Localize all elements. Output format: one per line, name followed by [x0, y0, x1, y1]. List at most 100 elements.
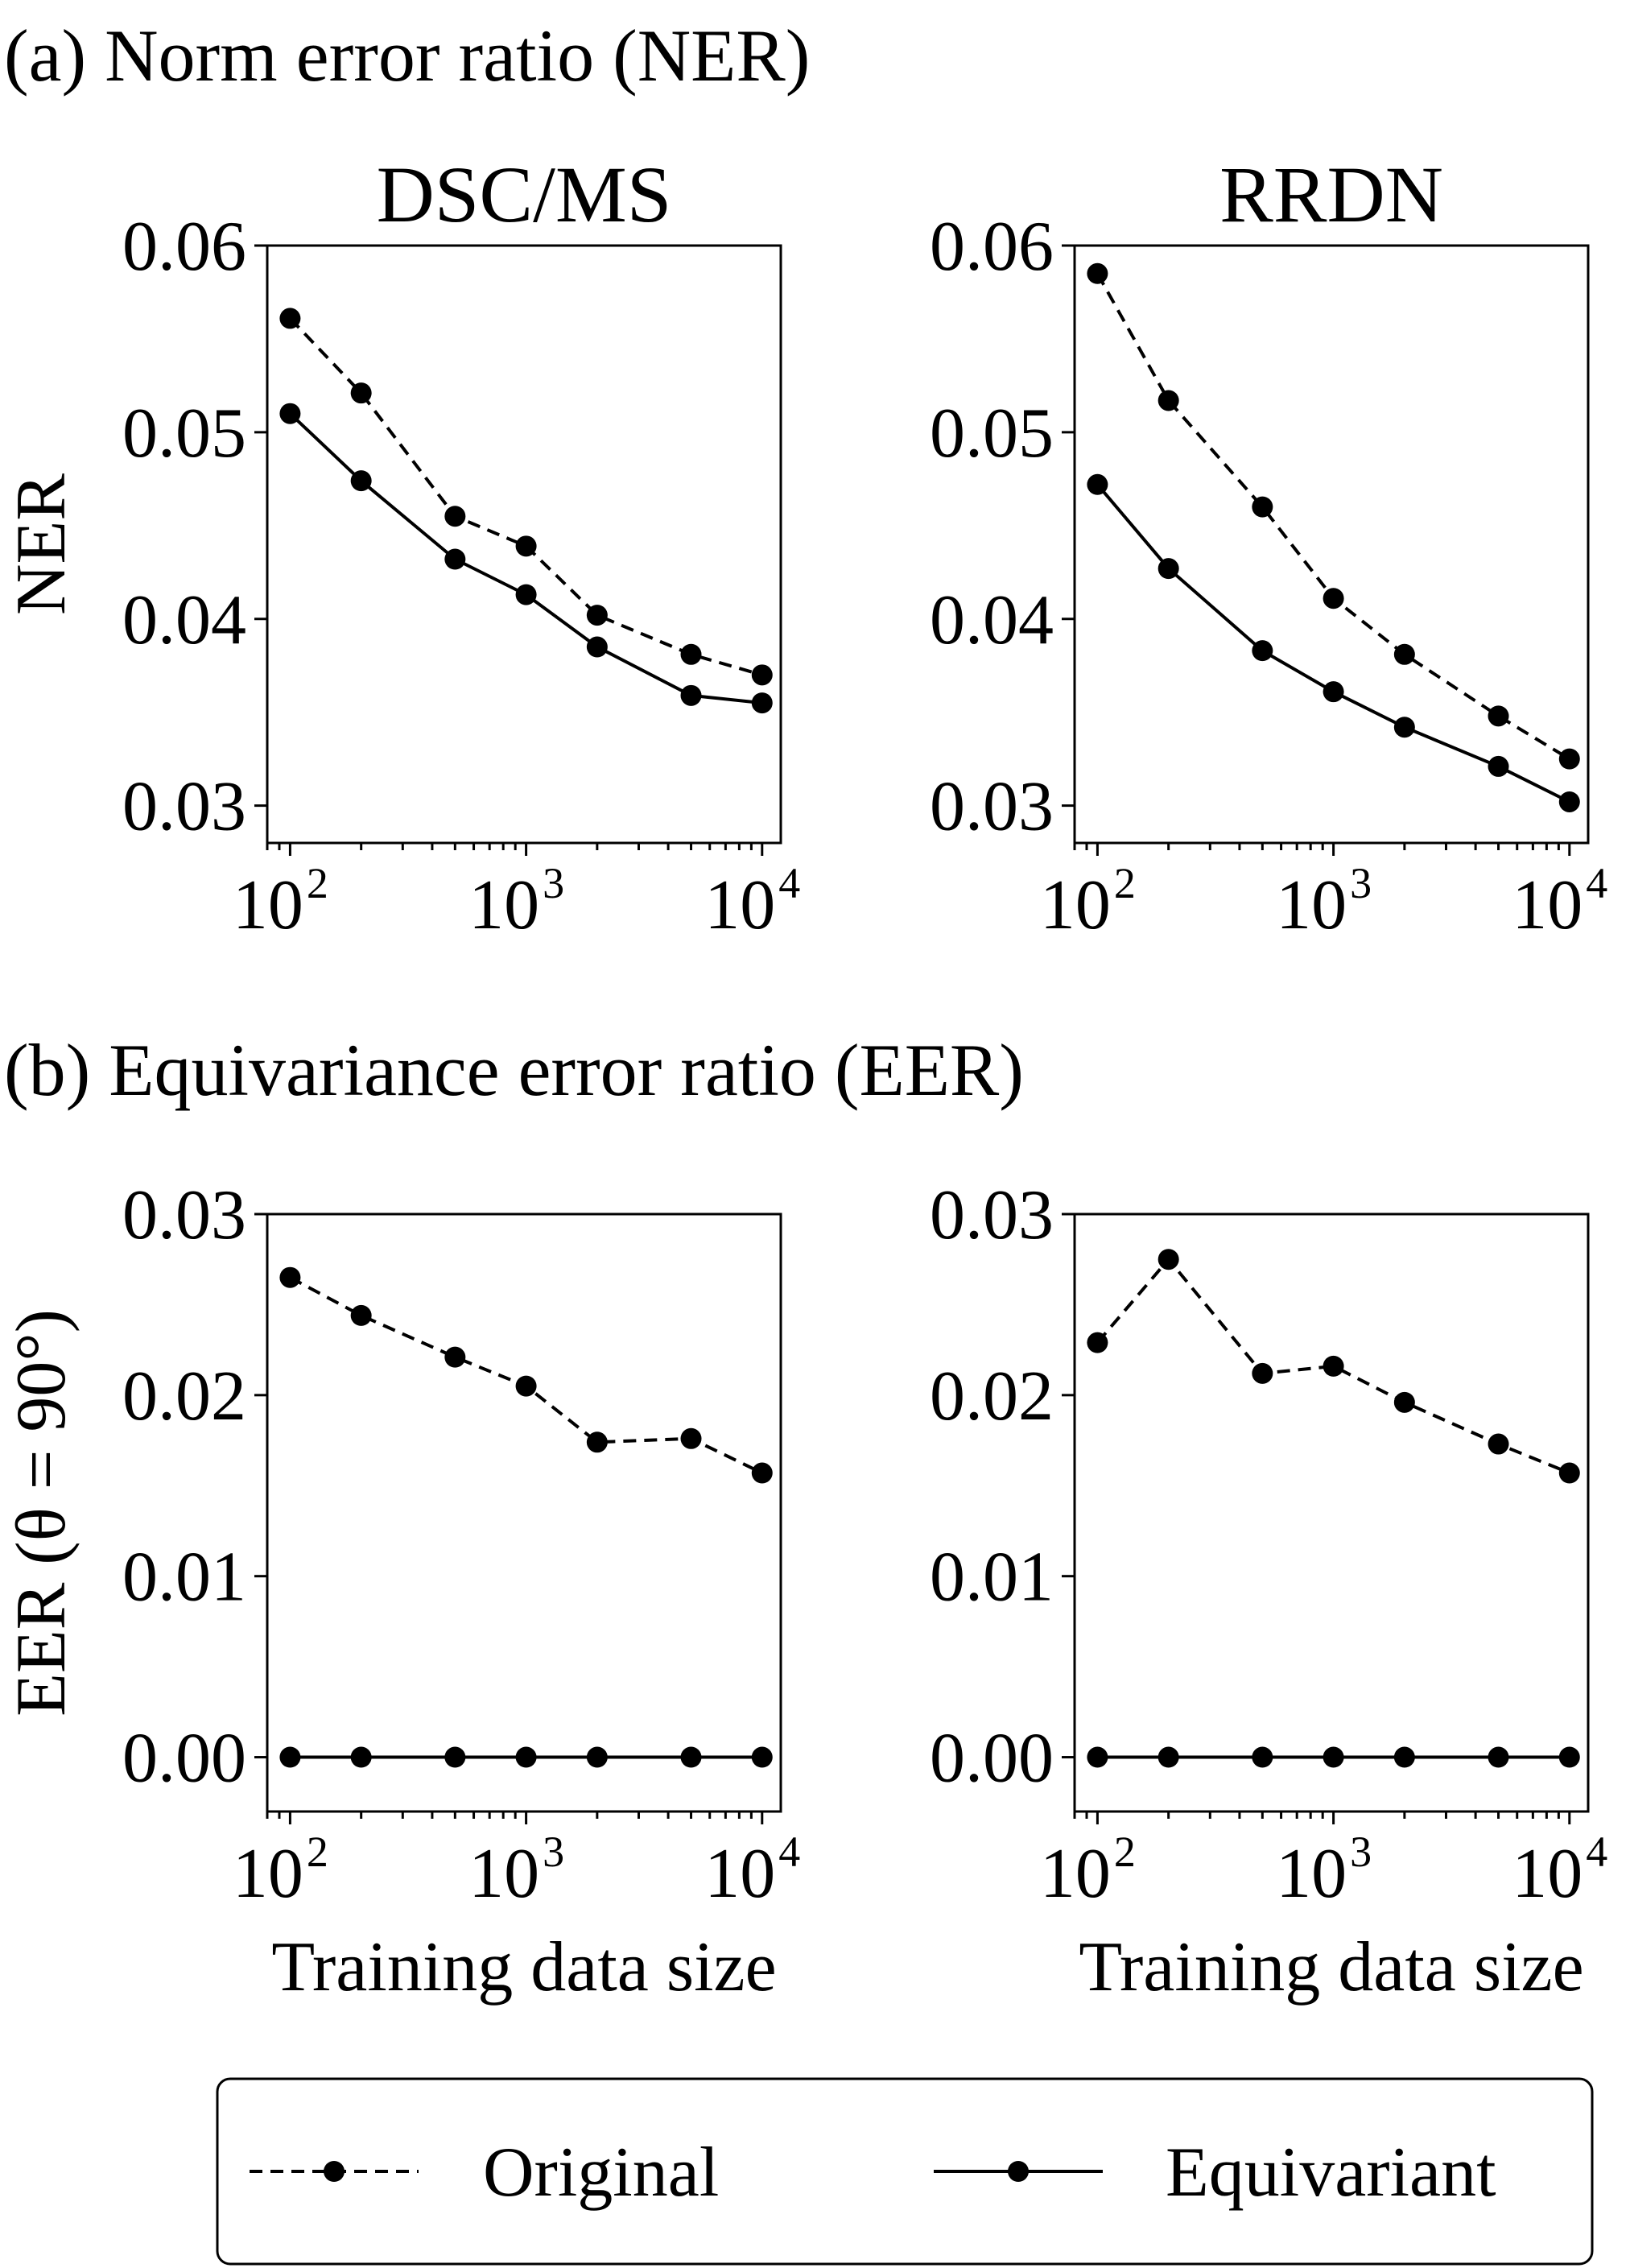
data-point-equivariant — [350, 1746, 372, 1768]
panel-title: RRDN — [1219, 150, 1443, 239]
y-axis-label: NER — [2, 473, 80, 615]
data-point-equivariant — [1252, 1746, 1273, 1768]
y-tick-label: 0.03 — [122, 1176, 246, 1254]
data-point-original — [1087, 262, 1108, 284]
y-tick-label: 0.02 — [930, 1357, 1054, 1436]
data-point-equivariant — [680, 1746, 702, 1768]
x-tick-label: 102 — [1040, 859, 1136, 944]
legend-equivariant-label: Equivariant — [1166, 2134, 1496, 2212]
data-point-original — [1087, 1332, 1108, 1353]
data-point-equivariant — [350, 470, 372, 492]
legend-original-label: Original — [483, 2134, 719, 2212]
legend-original-marker — [324, 2161, 345, 2182]
data-point-original — [1158, 390, 1179, 411]
data-point-equivariant — [751, 692, 773, 714]
data-point-equivariant — [1488, 755, 1509, 777]
data-point-original — [1393, 643, 1415, 665]
data-point-original — [751, 664, 773, 686]
plot-frame — [266, 244, 782, 845]
x-tick-label: 104 — [704, 1828, 800, 1913]
data-point-original — [444, 1346, 466, 1368]
data-point-original — [1393, 1391, 1415, 1413]
data-point-equivariant — [1488, 1746, 1509, 1768]
section-title-b: (b) Equivariance error ratio (EER) — [4, 1029, 1024, 1111]
panel-dsc-ms-ner: DSC/MS 0.03 0.04 0.05 0.06 102 103 104 NER — [2, 150, 800, 944]
data-point-equivariant — [515, 1746, 537, 1768]
panel-rrdn-eer: 0.00 0.01 0.02 0.03 102 103 104 Training data s… — [930, 1176, 1607, 2006]
panel-rrdn-ner: RRDN 0.03 0.04 0.05 0.06 102 103 104 — [930, 150, 1607, 944]
plot-frame — [1073, 1212, 1590, 1813]
legend-frame — [216, 2077, 1594, 2266]
y-tick-label: 0.01 — [930, 1539, 1054, 1617]
x-tick-label: 103 — [468, 859, 564, 944]
data-point-equivariant — [1087, 473, 1108, 495]
series-line-original — [288, 317, 763, 677]
x-tick-label: 102 — [233, 859, 328, 944]
data-point-original — [586, 605, 608, 626]
data-point-equivariant — [1558, 791, 1580, 812]
x-tick-label: 104 — [1512, 859, 1607, 944]
data-point-equivariant — [1393, 1746, 1415, 1768]
data-point-original — [279, 1266, 301, 1288]
x-tick-label: 102 — [1040, 1828, 1136, 1913]
data-point-equivariant — [1158, 1746, 1179, 1768]
data-point-equivariant — [515, 584, 537, 605]
y-tick-label: 0.04 — [930, 581, 1054, 659]
panel-title: DSC/MS — [377, 150, 672, 239]
y-tick-label: 0.03 — [930, 1176, 1054, 1254]
y-tick-label: 0.00 — [930, 1720, 1054, 1798]
data-point-equivariant — [1252, 640, 1273, 662]
data-point-equivariant — [444, 1746, 466, 1768]
x-axis-label: Training data size — [271, 1928, 776, 2006]
data-point-original — [586, 1431, 608, 1453]
data-point-original — [444, 506, 466, 527]
panel-dsc-ms-eer: 0.00 0.01 0.02 0.03 102 103 104 Training data s… — [2, 1176, 800, 2006]
data-point-original — [680, 643, 702, 665]
data-point-original — [1488, 1433, 1509, 1455]
data-point-original — [1558, 1462, 1580, 1484]
y-tick-label: 0.06 — [930, 208, 1054, 286]
data-point-original — [1252, 496, 1273, 518]
data-point-equivariant — [1558, 1746, 1580, 1768]
data-point-equivariant — [751, 1746, 773, 1768]
data-point-equivariant — [279, 403, 301, 424]
data-point-equivariant — [1158, 558, 1179, 580]
data-point-original — [1252, 1362, 1273, 1384]
legend: Original Equivariant — [216, 2077, 1594, 2266]
y-tick-label: 0.05 — [930, 395, 1054, 473]
data-point-equivariant — [279, 1746, 301, 1768]
y-tick-label: 0.01 — [122, 1539, 246, 1617]
y-tick-label: 0.03 — [930, 768, 1054, 846]
x-tick-label: 102 — [233, 1828, 328, 1913]
section-title-a: (a) Norm error ratio (NER) — [4, 14, 810, 97]
x-tick-label: 103 — [1276, 1828, 1372, 1913]
data-point-original — [1158, 1249, 1179, 1270]
data-point-original — [1323, 1355, 1344, 1377]
y-tick-label: 0.02 — [122, 1357, 246, 1436]
y-tick-label: 0.06 — [122, 208, 246, 286]
data-point-original — [350, 1304, 372, 1326]
data-point-original — [279, 308, 301, 329]
data-point-equivariant — [680, 684, 702, 706]
data-point-original — [515, 535, 537, 557]
x-tick-label: 104 — [704, 859, 800, 944]
y-tick-label: 0.03 — [122, 768, 246, 846]
y-axis-label: EER (θ = 90°) — [2, 1309, 80, 1716]
x-axis-label: Training data size — [1079, 1928, 1583, 2006]
data-point-equivariant — [1087, 1746, 1108, 1768]
plot-frame — [266, 1212, 782, 1813]
data-point-equivariant — [1323, 681, 1344, 703]
y-tick-label: 0.04 — [122, 581, 246, 659]
x-tick-label: 104 — [1512, 1828, 1607, 1913]
data-point-original — [680, 1427, 702, 1449]
data-point-equivariant — [1393, 717, 1415, 738]
data-point-original — [1558, 748, 1580, 770]
data-point-equivariant — [1323, 1746, 1344, 1768]
data-point-original — [751, 1462, 773, 1484]
data-point-equivariant — [444, 548, 466, 570]
legend-equivariant-marker — [1008, 2161, 1029, 2182]
data-point-original — [1323, 588, 1344, 609]
data-point-equivariant — [586, 636, 608, 658]
series-line-equivariant — [1096, 483, 1570, 804]
